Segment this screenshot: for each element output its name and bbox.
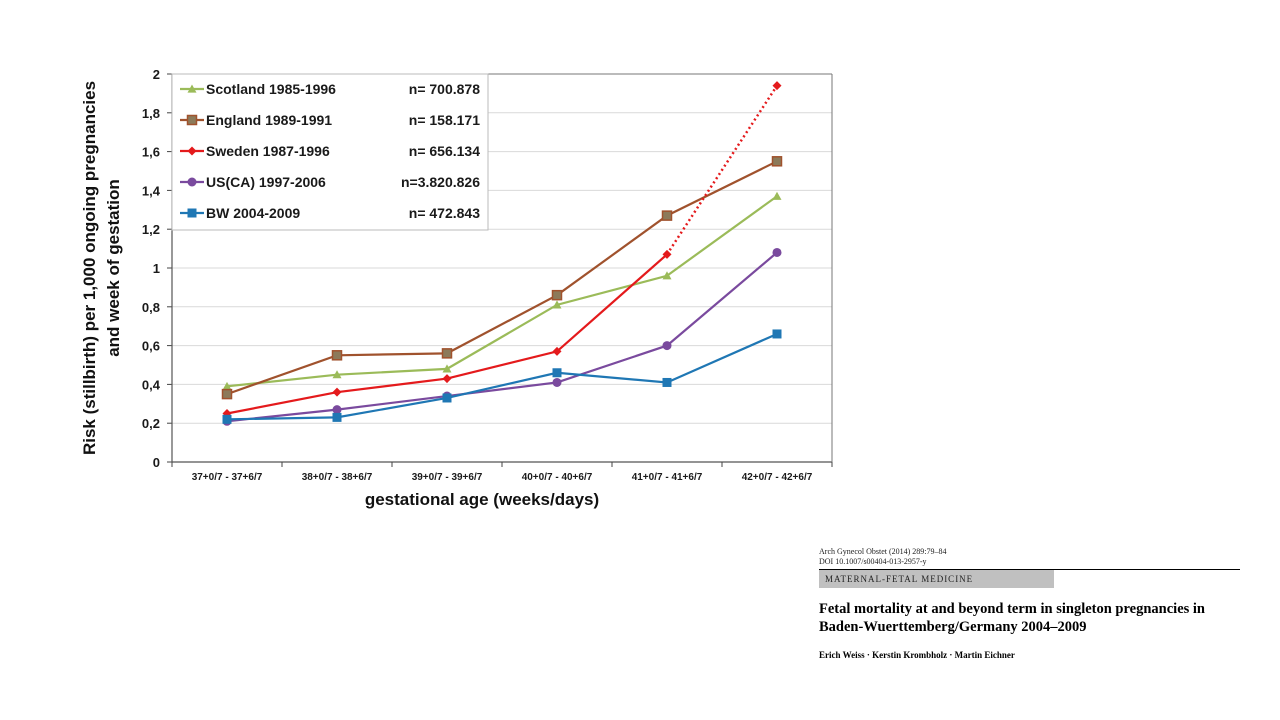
x-axis-label: gestational age (weeks/days) — [365, 490, 599, 509]
data-point-bw-2004-2009 — [552, 368, 562, 378]
x-tick-label: 37+0/7 - 37+6/7 — [192, 472, 263, 483]
legend-marker-bw-2004-2009 — [187, 208, 197, 218]
legend-count-bw-2004-2009: n= 472.843 — [409, 205, 480, 221]
data-point-us-ca-1997-2006 — [332, 405, 342, 415]
legend-label-bw-2004-2009: BW 2004-2009 — [206, 205, 300, 221]
y-tick-label: 0 — [153, 455, 160, 470]
data-point-sweden-1987-1996 — [772, 81, 782, 91]
data-point-sweden-1987-1996 — [332, 387, 342, 397]
data-point-sweden-1987-1996 — [552, 346, 562, 356]
section-label: MATERNAL-FETAL MEDICINE — [819, 570, 1054, 588]
legend-marker-sweden-1987-1996 — [187, 146, 197, 156]
journal-citation: Arch Gynecol Obstet (2014) 289:79–84 — [819, 547, 947, 556]
y-tick-label: 1,2 — [142, 222, 160, 237]
paper-title: Fetal mortality at and beyond term in si… — [819, 601, 1205, 635]
data-point-scotland-1985-1996 — [442, 364, 452, 373]
y-tick-label: 0,8 — [142, 300, 160, 315]
paper-authors: Erich Weiss · Kerstin Krombholz · Martin… — [819, 650, 1015, 660]
data-point-us-ca-1997-2006 — [662, 341, 672, 351]
legend-label-england-1989-1991: England 1989-1991 — [206, 112, 332, 128]
data-point-bw-2004-2009 — [662, 377, 672, 387]
legend-marker-us-ca-1997-2006 — [187, 177, 197, 187]
series-line-scotland-1985-1996 — [226, 195, 778, 388]
data-point-us-ca-1997-2006 — [772, 247, 782, 257]
x-tick-label: 40+0/7 - 40+6/7 — [522, 472, 593, 483]
data-point-england-1989-1991 — [441, 348, 453, 359]
y-tick-label: 0,4 — [142, 377, 161, 392]
series-line-dotted-sweden-1987-1996 — [665, 84, 779, 256]
data-point-us-ca-1997-2006 — [552, 377, 562, 387]
data-point-scotland-1985-1996 — [552, 300, 562, 309]
data-point-scotland-1985-1996 — [222, 381, 232, 390]
x-tick-label: 39+0/7 - 39+6/7 — [412, 472, 483, 483]
series-line-bw-2004-2009 — [226, 332, 778, 421]
data-point-england-1989-1991 — [221, 388, 233, 400]
legend-count-england-1989-1991: n= 158.171 — [409, 112, 480, 128]
y-tick-label: 1,4 — [142, 183, 161, 198]
y-tick-label: 0,6 — [142, 339, 160, 354]
legend-box — [171, 73, 489, 231]
data-point-england-1989-1991 — [551, 289, 563, 301]
legend-count-scotland-1985-1996: n= 700.878 — [409, 81, 480, 97]
data-point-sweden-1987-1996 — [442, 374, 452, 384]
data-point-scotland-1985-1996 — [662, 271, 672, 280]
data-point-scotland-1985-1996 — [332, 370, 342, 379]
x-tick-label: 41+0/7 - 41+6/7 — [632, 472, 703, 483]
header-rule — [819, 569, 1240, 570]
data-point-england-1989-1991 — [661, 210, 673, 221]
doi: DOI 10.1007/s00404-013-2957-y — [819, 557, 927, 566]
y-tick-label: 1,6 — [142, 145, 160, 160]
data-point-sweden-1987-1996 — [662, 249, 672, 259]
data-point-scotland-1985-1996 — [772, 191, 782, 200]
series-line-us-ca-1997-2006 — [226, 251, 778, 423]
data-point-bw-2004-2009 — [222, 414, 232, 424]
y-tick-label: 1 — [153, 261, 160, 276]
x-tick-label: 42+0/7 - 42+6/7 — [742, 472, 813, 483]
x-tick-label: 38+0/7 - 38+6/7 — [302, 472, 373, 483]
legend-marker-scotland-1985-1996 — [187, 84, 197, 93]
legend-label-scotland-1985-1996: Scotland 1985-1996 — [206, 81, 336, 97]
legend-count-us-ca-1997-2006: n=3.820.826 — [401, 174, 480, 190]
y-tick-label: 0,2 — [142, 416, 160, 431]
y-tick-label: 2 — [153, 67, 160, 82]
paper-header: Arch Gynecol Obstet (2014) 289:79–84 DOI… — [819, 547, 1240, 660]
data-point-bw-2004-2009 — [332, 412, 342, 422]
legend-marker-england-1989-1991 — [186, 114, 198, 126]
y-axis-label-line1: Risk (stillbirth) per 1,000 ongoing preg… — [80, 81, 99, 455]
y-tick-label: 1,8 — [142, 106, 160, 121]
legend-label-sweden-1987-1996: Sweden 1987-1996 — [206, 143, 330, 159]
data-point-england-1989-1991 — [771, 156, 783, 167]
data-point-england-1989-1991 — [331, 350, 343, 361]
series-line-england-1989-1991 — [226, 160, 778, 396]
legend-label-us-ca-1997-2006: US(CA) 1997-2006 — [206, 174, 326, 190]
legend-count-sweden-1987-1996: n= 656.134 — [409, 143, 480, 159]
data-point-bw-2004-2009 — [772, 329, 782, 339]
data-point-bw-2004-2009 — [442, 393, 452, 403]
y-axis-label-line2: and week of gestation — [104, 179, 123, 357]
